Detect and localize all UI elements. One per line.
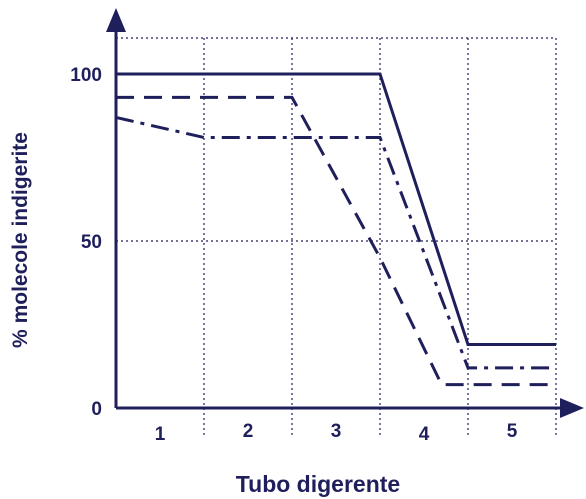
axes: [106, 8, 584, 418]
y-tick-label: 100: [70, 65, 102, 86]
x-category-label: 1: [155, 424, 166, 445]
series: [115, 72, 556, 387]
grid: [116, 37, 557, 436]
x-axis-label: Tubo digerente: [236, 471, 400, 497]
y-tick-labels: 0 50 100: [70, 65, 102, 420]
series-line-dashed: [116, 95, 556, 387]
y-tick-label: 0: [91, 399, 102, 420]
x-category-label: 2: [243, 421, 254, 442]
y-axis-label: % molecole indigerite: [9, 132, 32, 348]
series-line-dash-dot: [115, 115, 556, 370]
x-category-label: 4: [419, 424, 430, 445]
x-axis-arrow-icon: [560, 398, 584, 418]
y-tick-label: 50: [81, 232, 102, 253]
x-category-label: 3: [331, 421, 342, 442]
x-category-labels: 1 2 3 4 5: [155, 421, 518, 445]
series-line-solid: [116, 72, 556, 347]
x-category-label: 5: [507, 421, 518, 442]
y-axis-arrow-icon: [106, 8, 126, 32]
